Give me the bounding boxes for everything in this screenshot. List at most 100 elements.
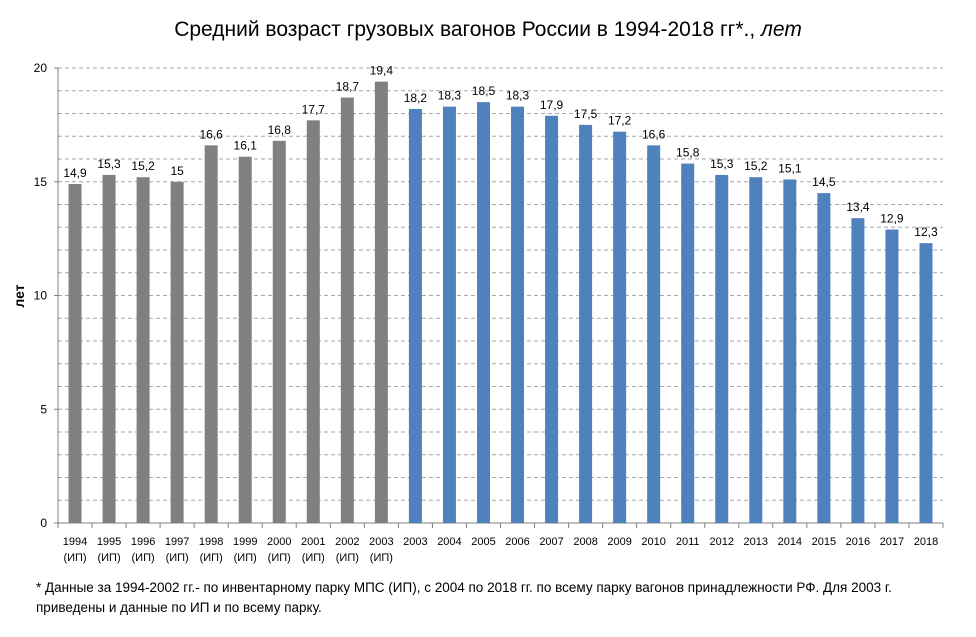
data-label: 16,8 (268, 123, 292, 137)
x-tick-year: 2002 (335, 536, 359, 548)
data-label: 18,5 (472, 84, 496, 98)
bar-2000-ip (272, 140, 286, 524)
x-tick-year: 1994 (63, 536, 87, 548)
bar-2014 (783, 179, 797, 523)
bar-2010 (647, 145, 661, 523)
data-label: 18,3 (438, 89, 462, 103)
x-tick-year: 2018 (914, 536, 938, 548)
x-tick-sub: (ИП) (268, 552, 291, 564)
bar-2007 (545, 115, 559, 524)
x-tick-year: 1998 (199, 536, 223, 548)
data-label: 15,2 (744, 159, 768, 173)
footnote: * Данные за 1994-2002 гг.- по инвентарно… (36, 578, 936, 618)
bar-2018 (919, 243, 933, 524)
y-tick-label: 5 (40, 402, 47, 416)
bar-2016 (851, 218, 865, 523)
x-tick-year: 1996 (131, 536, 155, 548)
bar-2011 (681, 163, 695, 524)
bar-2017 (885, 229, 899, 523)
data-label: 14,9 (63, 166, 87, 180)
chart-title-unit: лет (761, 18, 802, 41)
chart-title: Средний возраст грузовых вагонов России … (0, 18, 976, 42)
bar-2004 (442, 106, 456, 524)
bar-1997-ip (170, 181, 184, 523)
data-label: 15,2 (131, 159, 155, 173)
data-label: 15 (170, 164, 184, 178)
bar-1995-ip (102, 174, 116, 524)
data-label: 16,1 (234, 139, 258, 153)
y-tick-label: 20 (34, 61, 48, 75)
data-label: 15,8 (676, 146, 700, 160)
x-tick-year: 2003 (369, 536, 393, 548)
bar-2013 (749, 177, 763, 523)
x-tick-sub: (ИП) (166, 552, 189, 564)
x-tick-year: 2005 (471, 536, 495, 548)
x-tick-year: 2009 (607, 536, 631, 548)
x-tick-labels: 1994 (ИП) 1995 (ИП) 1996 (ИП) 1997 (ИП) 1998 (ИП)… (63, 536, 938, 564)
y-tick-label: 10 (34, 289, 48, 303)
x-tick-sub: (ИП) (97, 552, 120, 564)
data-label: 17,7 (302, 102, 326, 116)
x-tick-year: 2014 (778, 536, 802, 548)
data-label: 13,4 (846, 200, 870, 214)
x-tick-sub: (ИП) (370, 552, 393, 564)
y-tick-labels: 0 5 10 15 20 (34, 61, 48, 530)
x-tick-year: 1999 (233, 536, 257, 548)
bar-1998-ip (204, 145, 218, 523)
x-tick-sub: (ИП) (336, 552, 359, 564)
bar-2002-ip (340, 97, 354, 523)
bar-2008 (579, 124, 593, 523)
chart-title-text: Средний возраст грузовых вагонов России … (174, 18, 756, 41)
footnote-line-2: приведены и данные по ИП и по всему парк… (36, 600, 322, 615)
data-label: 19,4 (370, 64, 394, 78)
bar-1996-ip (136, 177, 150, 523)
x-tick-sub: (ИП) (234, 552, 257, 564)
bar-2009 (613, 131, 627, 523)
data-label: 12,3 (914, 225, 938, 239)
x-tick-year: 2003 (403, 536, 427, 548)
x-tick-year: 2001 (301, 536, 325, 548)
gridlines (58, 67, 943, 501)
bar-2015 (817, 193, 831, 523)
data-label: 17,9 (540, 98, 564, 112)
data-labels: 14,9 15,3 15,2 15 16,6 16,1 16,8 17,7 18,7 19,4 18… (63, 64, 938, 240)
bar-2006 (511, 106, 525, 524)
bar-2005 (476, 102, 490, 523)
data-label: 16,6 (199, 127, 223, 141)
data-label: 18,7 (336, 80, 360, 94)
x-tick-year: 2008 (573, 536, 597, 548)
data-label: 17,2 (608, 114, 632, 128)
x-tick-year: 2000 (267, 536, 291, 548)
data-label: 15,3 (710, 157, 734, 171)
data-label: 16,6 (642, 127, 666, 141)
data-label: 12,9 (880, 212, 904, 226)
data-label: 15,3 (97, 157, 121, 171)
y-tick-label: 15 (34, 175, 48, 189)
x-tick-year: 2017 (880, 536, 904, 548)
bar-2003 (408, 108, 422, 523)
data-label: 17,5 (574, 107, 598, 121)
x-tick-sub: (ИП) (302, 552, 325, 564)
x-tick-year: 2011 (676, 536, 700, 548)
x-tick-year: 2012 (710, 536, 734, 548)
x-tick-sub: (ИП) (132, 552, 155, 564)
data-label: 18,3 (506, 89, 530, 103)
x-tick-year: 2010 (641, 536, 665, 548)
x-tick-year: 2015 (812, 536, 836, 548)
y-tick-label: 0 (40, 516, 47, 530)
bar-1994-ip (68, 184, 82, 523)
data-label: 14,5 (812, 175, 836, 189)
bar-1999-ip (238, 156, 252, 523)
x-tick-year: 2016 (846, 536, 870, 548)
bar-2012 (715, 174, 729, 524)
data-label: 18,2 (404, 91, 428, 105)
x-tick-sub: (ИП) (63, 552, 86, 564)
bar-2001-ip (306, 120, 320, 523)
bar-2003-ip (374, 81, 388, 524)
x-tick-year: 2004 (437, 536, 461, 548)
data-label: 15,1 (778, 161, 802, 175)
axes (54, 67, 944, 528)
y-axis-label: лет (11, 284, 27, 307)
x-tick-year: 2006 (505, 536, 529, 548)
footnote-line-1: * Данные за 1994-2002 гг.- по инвентарно… (36, 580, 892, 595)
